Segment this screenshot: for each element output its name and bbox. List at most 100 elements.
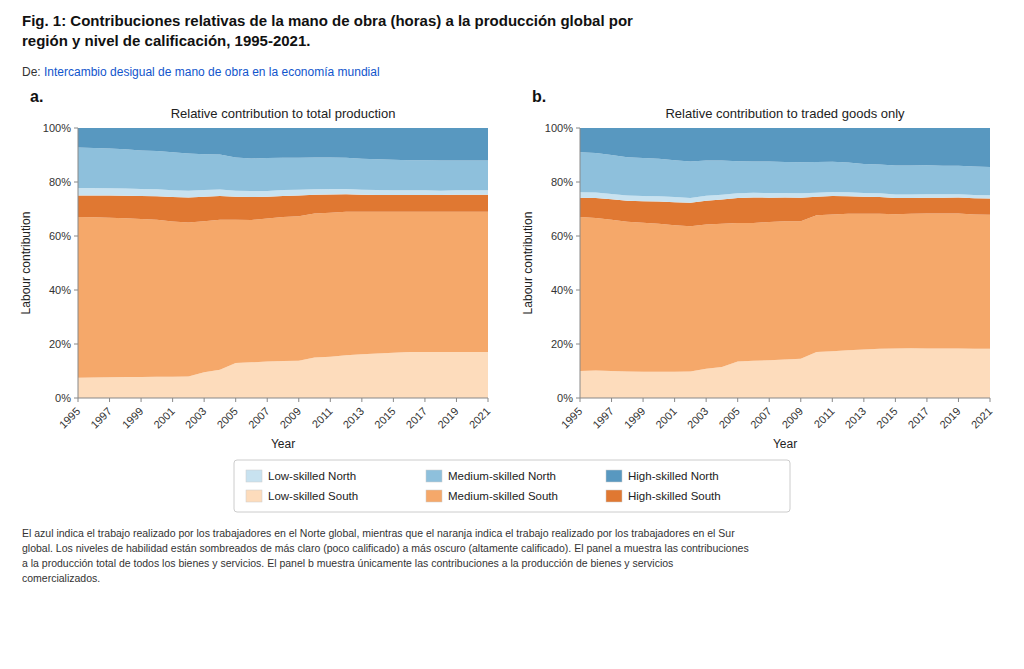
x-tick — [488, 398, 489, 402]
y-tick-label: 60% — [551, 230, 573, 242]
y-tick-label: 20% — [551, 338, 573, 350]
x-tick — [267, 398, 268, 402]
x-tick — [643, 398, 644, 402]
x-tick — [580, 398, 581, 402]
y-tick — [576, 398, 580, 399]
x-tick-label: 1997 — [88, 405, 114, 431]
y-tick-label: 80% — [49, 176, 71, 188]
y-tick-label: 0% — [557, 392, 573, 404]
y-tick-label: 0% — [55, 392, 71, 404]
x-tick — [172, 398, 173, 402]
x-tick — [769, 398, 770, 402]
x-tick-label: 2021 — [969, 405, 995, 431]
x-tick — [393, 398, 394, 402]
y-tick — [576, 182, 580, 183]
x-tick-label: 2011 — [812, 405, 837, 430]
panel-label: a. — [30, 88, 43, 105]
x-tick-label: 2009 — [779, 405, 805, 431]
x-axis-line — [78, 398, 488, 399]
footer-note: El azul indica el trabajo realizado por … — [22, 527, 749, 584]
x-tick-label: 1995 — [559, 405, 585, 431]
x-tick — [674, 398, 675, 402]
y-tick — [74, 182, 78, 183]
x-tick-label: 1999 — [120, 405, 146, 431]
background — [0, 0, 1024, 669]
y-tick — [576, 236, 580, 237]
x-tick-label: 1999 — [622, 405, 648, 431]
y-axis-label: Labour contribution — [521, 212, 535, 315]
legend-label: High-skilled North — [628, 470, 719, 482]
area-layer — [78, 194, 488, 222]
panel-label: b. — [532, 88, 546, 105]
x-tick — [737, 398, 738, 402]
y-tick-label: 40% — [49, 284, 71, 296]
x-tick-label: 2015 — [874, 405, 900, 431]
x-tick-label: 1997 — [590, 405, 616, 431]
x-tick-label: 2011 — [310, 405, 335, 430]
x-tick — [926, 398, 927, 402]
legend-label: Medium-skilled North — [448, 470, 556, 482]
legend-label: Low-skilled North — [268, 470, 356, 482]
y-tick — [74, 398, 78, 399]
x-tick — [204, 398, 205, 402]
legend-swatch — [606, 490, 622, 502]
x-tick — [456, 398, 457, 402]
y-tick — [74, 344, 78, 345]
x-tick — [706, 398, 707, 402]
area-layer — [580, 128, 990, 167]
text-line: a la producción total de todos los biene… — [22, 557, 673, 569]
y-tick — [74, 236, 78, 237]
x-tick — [832, 398, 833, 402]
area-layer — [78, 128, 488, 160]
panel: a. Relative contribution to total product… — [19, 88, 492, 451]
area-layer — [580, 214, 990, 372]
x-tick — [424, 398, 425, 402]
x-tick-label: 2005 — [214, 405, 240, 431]
areas — [580, 128, 990, 398]
x-tick — [330, 398, 331, 402]
legend-swatch — [246, 490, 262, 502]
x-tick-label: 2005 — [716, 405, 742, 431]
x-tick-label: 2017 — [906, 405, 932, 431]
x-tick — [361, 398, 362, 402]
x-tick-label: 2015 — [372, 405, 398, 431]
x-tick-label: 2007 — [748, 405, 774, 431]
x-tick — [298, 398, 299, 402]
x-tick-label: 2017 — [404, 405, 430, 431]
x-tick-label: 2003 — [183, 405, 209, 431]
y-tick — [576, 344, 580, 345]
x-tick — [895, 398, 896, 402]
x-tick-label: 2009 — [277, 405, 303, 431]
text-line: El azul indica el trabajo realizado por … — [22, 527, 735, 539]
legend-swatch — [606, 470, 622, 482]
legend-label: Low-skilled South — [268, 490, 358, 502]
y-tick-label: 80% — [551, 176, 573, 188]
y-axis-line — [78, 128, 79, 398]
y-axis-label: Labour contribution — [19, 212, 33, 315]
figure: Fig. 1: Contribuciones relativas de la m… — [0, 0, 1024, 669]
y-tick-label: 100% — [545, 122, 573, 134]
x-tick — [78, 398, 79, 402]
x-tick — [109, 398, 110, 402]
x-tick-label: 2019 — [937, 405, 963, 431]
y-tick — [576, 128, 580, 129]
subtitle-prefix: De: — [22, 65, 44, 79]
x-tick-label: 1995 — [57, 405, 83, 431]
x-tick-label: 2001 — [653, 405, 679, 431]
legend-frame — [234, 460, 790, 512]
area-layer — [78, 212, 488, 378]
legend-swatch — [426, 490, 442, 502]
x-axis-label: Year — [773, 437, 797, 451]
text-line: global. Los niveles de habilidad están s… — [22, 542, 749, 554]
subtitle-link: Intercambio desigual de mano de obra en … — [44, 65, 380, 79]
legend-swatch — [246, 470, 262, 482]
x-tick — [800, 398, 801, 402]
y-tick — [74, 128, 78, 129]
legend: Low-skilled North Medium-skilled North Hig… — [234, 460, 790, 512]
x-tick — [141, 398, 142, 402]
x-tick-label: 2013 — [340, 405, 366, 431]
x-axis-label: Year — [271, 437, 295, 451]
panel-title: Relative contribution to traded goods on… — [665, 106, 905, 121]
panel: b. Relative contribution to traded goods … — [521, 88, 994, 451]
panel-title: Relative contribution to total productio… — [171, 106, 396, 121]
